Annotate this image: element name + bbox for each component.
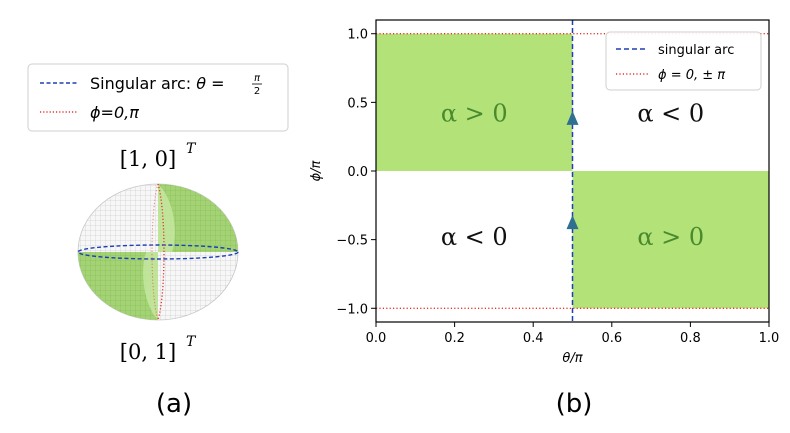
x-tick-label: 0.2 [444,331,465,346]
region-fill-3 [572,171,769,309]
y-tick-label: 0.0 [347,165,368,180]
region-label-1: α < 0 [637,99,704,127]
legend-phi-label: ϕ = 0, ± π [658,68,725,83]
x-axis-label: θ/π [562,351,582,366]
x-tick-label: 1.0 [759,331,780,346]
bottom-vector-label: [0, 1] [120,340,176,364]
bloch-sphere [77,183,239,321]
region-label-0: α > 0 [441,99,508,127]
caption-a: (a) [156,389,192,419]
equator-singular-arc [77,244,239,260]
region-label-2: α < 0 [441,223,508,251]
pi-numerator: π [254,73,261,84]
region-fill-0 [376,33,573,172]
chart-regions [376,33,769,309]
y-axis-ticks: −1.0 −0.5 0.0 0.5 1.0 [336,28,376,317]
arrow-1 [566,215,579,230]
chart-region-labels: α > 0 α < 0 α < 0 α > 0 [441,99,704,251]
pi-denominator: 2 [254,86,260,97]
meridian-phi-line [157,183,165,321]
y-tick-label: −0.5 [336,234,368,249]
y-tick-label: 1.0 [347,28,368,43]
y-axis-label: ϕ/π [309,160,324,181]
chart-legend: singular arc ϕ = 0, ± π [605,31,762,91]
x-tick-label: 0.6 [601,331,622,346]
x-axis-ticks: 0.0 0.2 0.4 0.6 0.8 1.0 [366,322,780,346]
bottom-vector-transpose: T [186,334,197,350]
y-tick-label: −1.0 [336,302,368,317]
singular-arc-legend-label: Singular arc: θ = [90,74,225,93]
chart-arrows [566,110,579,230]
panel-a: Singular arc: θ = π 2 ϕ=0,π [1, 0] T [27,63,289,419]
x-tick-label: 0.8 [680,331,701,346]
top-vector-transpose: T [186,141,197,157]
arrow-0 [566,110,579,125]
x-tick-label: 0.0 [366,331,387,346]
x-tick-label: 0.4 [523,331,544,346]
y-tick-label: 0.5 [347,96,368,111]
phi-legend-label: ϕ=0,π [90,103,139,122]
top-vector-label: [1, 0] [120,147,176,171]
chart-legend-box [605,31,762,91]
caption-b: (b) [556,389,593,419]
panel-a-legend: Singular arc: θ = π 2 ϕ=0,π [27,63,289,132]
legend-singular-label: singular arc [658,43,734,58]
region-label-3: α > 0 [637,223,704,251]
